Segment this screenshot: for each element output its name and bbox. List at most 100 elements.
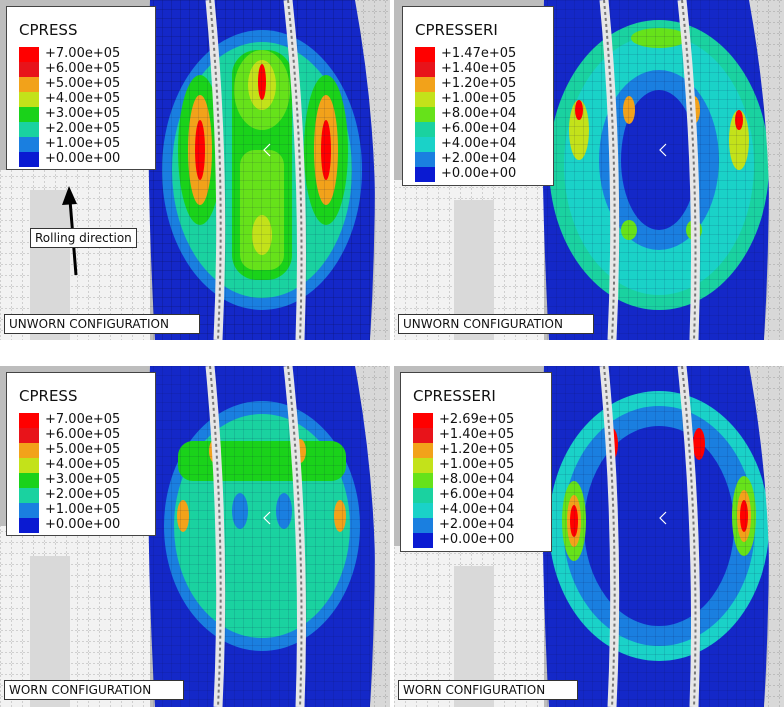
legend-row: +2.00e+05 [19,121,149,137]
color-swatch [415,122,435,137]
color-swatch [415,137,435,152]
level-label: +0.00e+00 [441,166,517,181]
panel-bottom-left: CPRESS +7.00e+05 +6.00e+05 +5.00e+05 +4.… [0,366,390,707]
legend-title: CPRESS [19,21,78,39]
legend-row: +4.00e+05 [19,457,149,473]
color-swatch [415,167,435,182]
level-label: +1.00e+05 [45,502,121,517]
level-label: +4.00e+04 [441,136,517,151]
legend-bottom-right: CPRESSERI +2.69e+05 +1.40e+05 +1.20e+05 … [400,372,552,552]
legend-row: +2.00e+05 [19,487,149,503]
color-swatch [19,428,39,443]
rolling-direction-label: Rolling direction [30,228,137,248]
level-label: +2.00e+05 [45,121,121,136]
color-swatch [413,428,433,443]
configuration-caption: UNWORN CONFIGURATION [4,314,200,334]
legend-row: +8.00e+04 [413,472,543,488]
level-label: +2.00e+05 [45,487,121,502]
configuration-caption: WORN CONFIGURATION [398,680,578,700]
color-swatch [413,518,433,533]
legend-row: +1.40e+05 [415,61,545,77]
color-swatch [19,458,39,473]
color-swatch [19,473,39,488]
panel-top-left: CPRESS +7.00e+05 +6.00e+05 +5.00e+05 +4.… [0,0,390,340]
color-swatch [413,413,433,428]
level-label: +6.00e+04 [441,121,517,136]
level-label: +4.00e+04 [439,502,515,517]
color-swatch [19,518,39,533]
legend-row: +1.20e+05 [413,442,543,458]
legend-row: +2.69e+05 [413,412,543,428]
legend-row: +4.00e+04 [413,502,543,518]
legend-row: +7.00e+05 [19,46,149,62]
panel-bottom-right: CPRESSERI +2.69e+05 +1.40e+05 +1.20e+05 … [394,366,784,707]
legend-row: +4.00e+04 [415,136,545,152]
level-label: +1.40e+05 [441,61,517,76]
level-label: +0.00e+00 [439,532,515,547]
legend-row: +0.00e+00 [415,166,545,182]
legend-row: +3.00e+05 [19,106,149,122]
legend-title: CPRESSERI [413,387,496,405]
legend-row: +2.00e+04 [415,151,545,167]
legend-row: +4.00e+05 [19,91,149,107]
legend-row: +1.47e+05 [415,46,545,62]
color-swatch [415,92,435,107]
color-swatch [19,122,39,137]
level-label: +1.00e+05 [441,91,517,106]
legend-row: +1.00e+05 [19,502,149,518]
level-label: +4.00e+05 [45,91,121,106]
legend-row: +6.00e+05 [19,61,149,77]
color-swatch [415,77,435,92]
contact-pressure-plot [0,0,390,340]
legend-row: +7.00e+05 [19,412,149,428]
color-swatch [413,443,433,458]
legend-row: +6.00e+04 [413,487,543,503]
legend-row: +6.00e+05 [19,427,149,443]
panel-top-right: CPRESSERI +1.47e+05 +1.40e+05 +1.20e+05 … [394,0,784,340]
color-swatch [19,152,39,167]
level-label: +6.00e+04 [439,487,515,502]
level-label: +6.00e+05 [45,427,121,442]
legend-row: +5.00e+05 [19,442,149,458]
level-label: +5.00e+05 [45,442,121,457]
color-swatch [19,137,39,152]
color-swatch [415,152,435,167]
level-label: +1.00e+05 [45,136,121,151]
color-swatch [413,503,433,518]
level-label: +2.69e+05 [439,412,515,427]
level-label: +0.00e+00 [45,517,121,532]
legend-top-left: CPRESS +7.00e+05 +6.00e+05 +5.00e+05 +4.… [6,6,156,170]
color-swatch [413,488,433,503]
legend-title: CPRESS [19,387,78,405]
legend-row: +1.00e+05 [413,457,543,473]
legend-row: +2.00e+04 [413,517,543,533]
level-label: +1.40e+05 [439,427,515,442]
color-swatch [19,62,39,77]
legend-row: +3.00e+05 [19,472,149,488]
color-swatch [415,62,435,77]
level-label: +3.00e+05 [45,472,121,487]
level-label: +7.00e+05 [45,412,121,427]
legend-row: +1.40e+05 [413,427,543,443]
configuration-caption: WORN CONFIGURATION [4,680,184,700]
color-swatch [19,413,39,428]
color-swatch [19,77,39,92]
color-swatch [415,47,435,62]
level-label: +8.00e+04 [441,106,517,121]
color-swatch [19,488,39,503]
level-label: +0.00e+00 [45,151,121,166]
color-swatch [413,533,433,548]
level-label: +7.00e+05 [45,46,121,61]
legend-row: +1.00e+05 [415,91,545,107]
level-label: +1.20e+05 [441,76,517,91]
level-label: +8.00e+04 [439,472,515,487]
color-swatch [413,473,433,488]
legend-top-right: CPRESSERI +1.47e+05 +1.40e+05 +1.20e+05 … [402,6,554,186]
legend-row: +1.00e+05 [19,136,149,152]
color-swatch [413,458,433,473]
legend-row: +0.00e+00 [413,532,543,548]
level-label: +1.20e+05 [439,442,515,457]
color-swatch [19,107,39,122]
color-swatch [19,47,39,62]
level-label: +5.00e+05 [45,76,121,91]
